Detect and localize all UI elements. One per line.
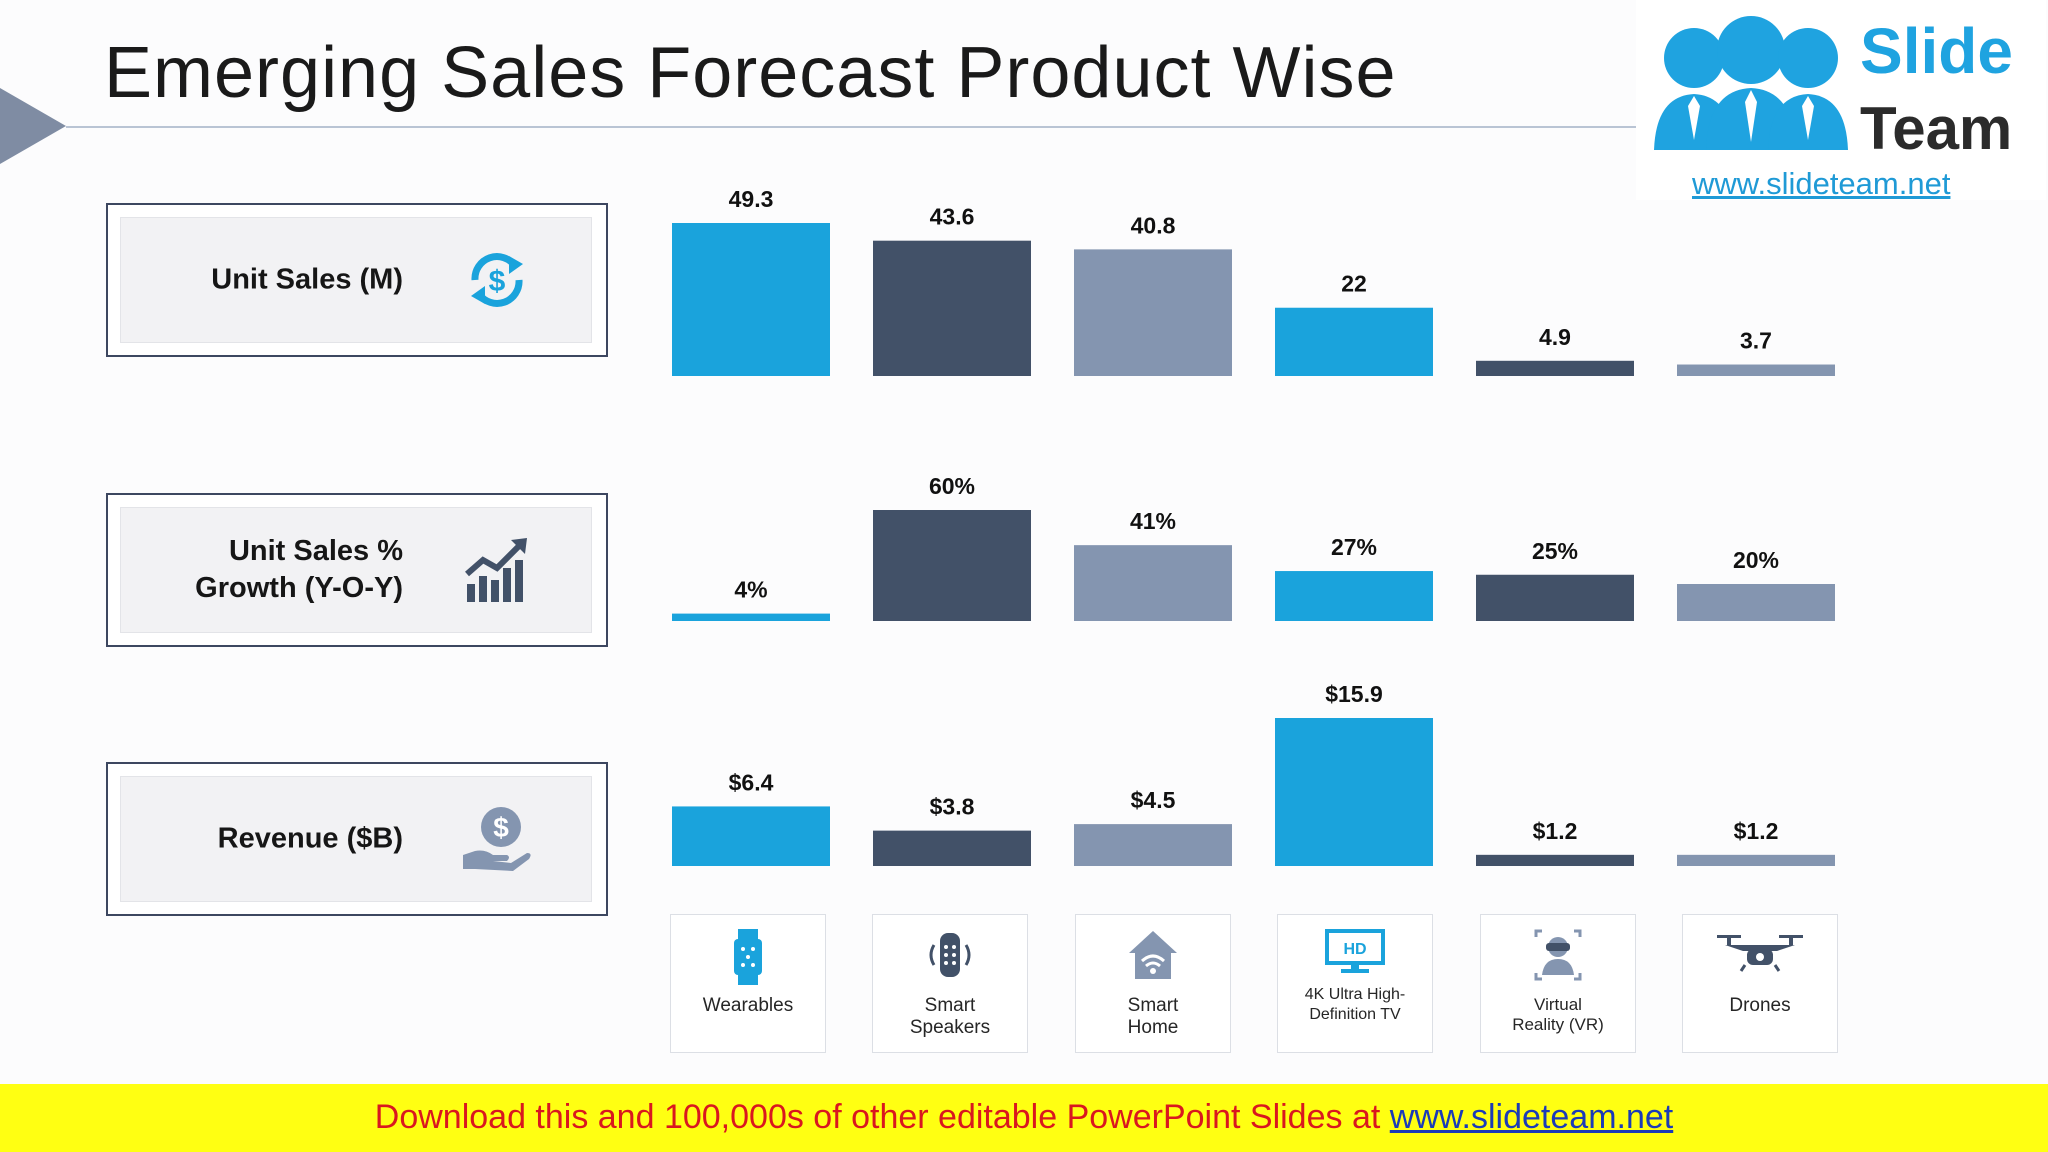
data-label: 3.7 — [1740, 328, 1772, 354]
row-label-revenue: Revenue ($B) $ — [106, 762, 608, 916]
product-label: Drones — [1729, 995, 1791, 1016]
product-label: 4K Ultra High-Definition TV — [1304, 986, 1406, 1023]
speaker-icon — [929, 933, 971, 977]
row-label-text: Revenue ($B) — [217, 822, 403, 855]
data-label: $4.5 — [1131, 787, 1176, 813]
bar — [1476, 360, 1634, 376]
data-label: 49.3 — [729, 186, 774, 212]
title-arrow — [0, 88, 66, 164]
data-label: $3.8 — [930, 794, 975, 820]
bar — [672, 806, 830, 866]
banner-message: Download this and 100,000s of other edit… — [374, 1098, 1390, 1136]
data-label: $15.9 — [1325, 681, 1383, 707]
product-card-wearables: Wearables — [670, 914, 826, 1053]
bar — [1074, 824, 1232, 866]
title-divider — [66, 126, 1640, 128]
row-label-unit-sales: Unit Sales (M) $ — [106, 203, 608, 357]
data-label: 4.9 — [1539, 324, 1571, 350]
hd-tv-icon: HD — [1325, 929, 1385, 973]
bar — [1476, 574, 1634, 621]
bar — [1074, 249, 1232, 376]
page-title: Emerging Sales Forecast Product Wise — [104, 33, 1397, 113]
product-card-smart-speakers: Smart Speakers — [872, 914, 1028, 1053]
svg-text:$: $ — [489, 265, 506, 298]
data-label: 25% — [1532, 538, 1578, 564]
logo-text-slide: Slide — [1860, 15, 2013, 87]
bar — [1275, 571, 1433, 621]
data-label: $6.4 — [729, 769, 774, 795]
vr-headset-icon — [1534, 929, 1582, 981]
bar — [1677, 854, 1835, 866]
bar — [873, 510, 1031, 621]
growth-chart-icon — [465, 538, 527, 602]
svg-text:$: $ — [493, 812, 509, 843]
svg-text:HD: HD — [1343, 941, 1366, 958]
bar — [1074, 545, 1232, 621]
people-icon — [1654, 16, 1848, 150]
product-label: Wearables — [702, 995, 794, 1016]
product-label: Virtual Reality (VR) — [1512, 995, 1604, 1034]
bar — [1677, 364, 1835, 376]
logo-text-team: Team — [1860, 95, 2013, 162]
data-label: 20% — [1733, 547, 1779, 573]
product-card-vr: Virtual Reality (VR) — [1480, 914, 1636, 1053]
row-label-text: Unit Sales (M) — [211, 263, 403, 296]
product-card-smart-home: Smart Home — [1075, 914, 1231, 1053]
smartwatch-icon — [734, 929, 762, 985]
bar — [672, 223, 830, 376]
bar — [1275, 307, 1433, 376]
bar — [873, 830, 1031, 866]
money-hand-icon: $ — [463, 807, 531, 871]
data-label: $1.2 — [1533, 818, 1578, 844]
bar — [1275, 718, 1433, 866]
product-label: Smart Home — [1127, 995, 1179, 1038]
row-label-text: Unit Sales % Growth (Y-O-Y) — [195, 535, 403, 604]
data-label: 43.6 — [930, 204, 975, 230]
bar — [1677, 584, 1835, 621]
product-label: Smart Speakers — [909, 995, 991, 1038]
row-label-unit-sales-growth: Unit Sales % Growth (Y-O-Y) — [106, 493, 608, 647]
product-card-drones: Drones — [1682, 914, 1838, 1053]
banner-text: Download this and 100,000s of other edit… — [0, 1098, 2048, 1137]
smart-home-icon — [1129, 931, 1177, 979]
data-label: 41% — [1130, 508, 1176, 534]
data-label: $1.2 — [1734, 818, 1779, 844]
slideteam-logo[interactable]: Slide Team www.slideteam.net — [1636, 0, 2046, 201]
bar — [672, 613, 830, 621]
bar — [1476, 854, 1634, 866]
data-label: 40.8 — [1131, 212, 1176, 238]
download-banner: Download this and 100,000s of other edit… — [0, 1084, 2048, 1152]
dollar-refresh-icon: $ — [471, 253, 523, 307]
data-label: 27% — [1331, 534, 1377, 560]
bar — [873, 240, 1031, 376]
data-label: 22 — [1341, 271, 1367, 297]
banner-link[interactable]: www.slideteam.net — [1389, 1098, 1674, 1136]
data-label: 60% — [929, 473, 975, 499]
logo-url-link[interactable]: www.slideteam.net — [1692, 166, 1951, 201]
product-card-4k-tv: HD 4K Ultra High-Definition TV — [1277, 914, 1433, 1053]
drone-icon — [1717, 935, 1803, 972]
data-label: 4% — [734, 577, 767, 603]
